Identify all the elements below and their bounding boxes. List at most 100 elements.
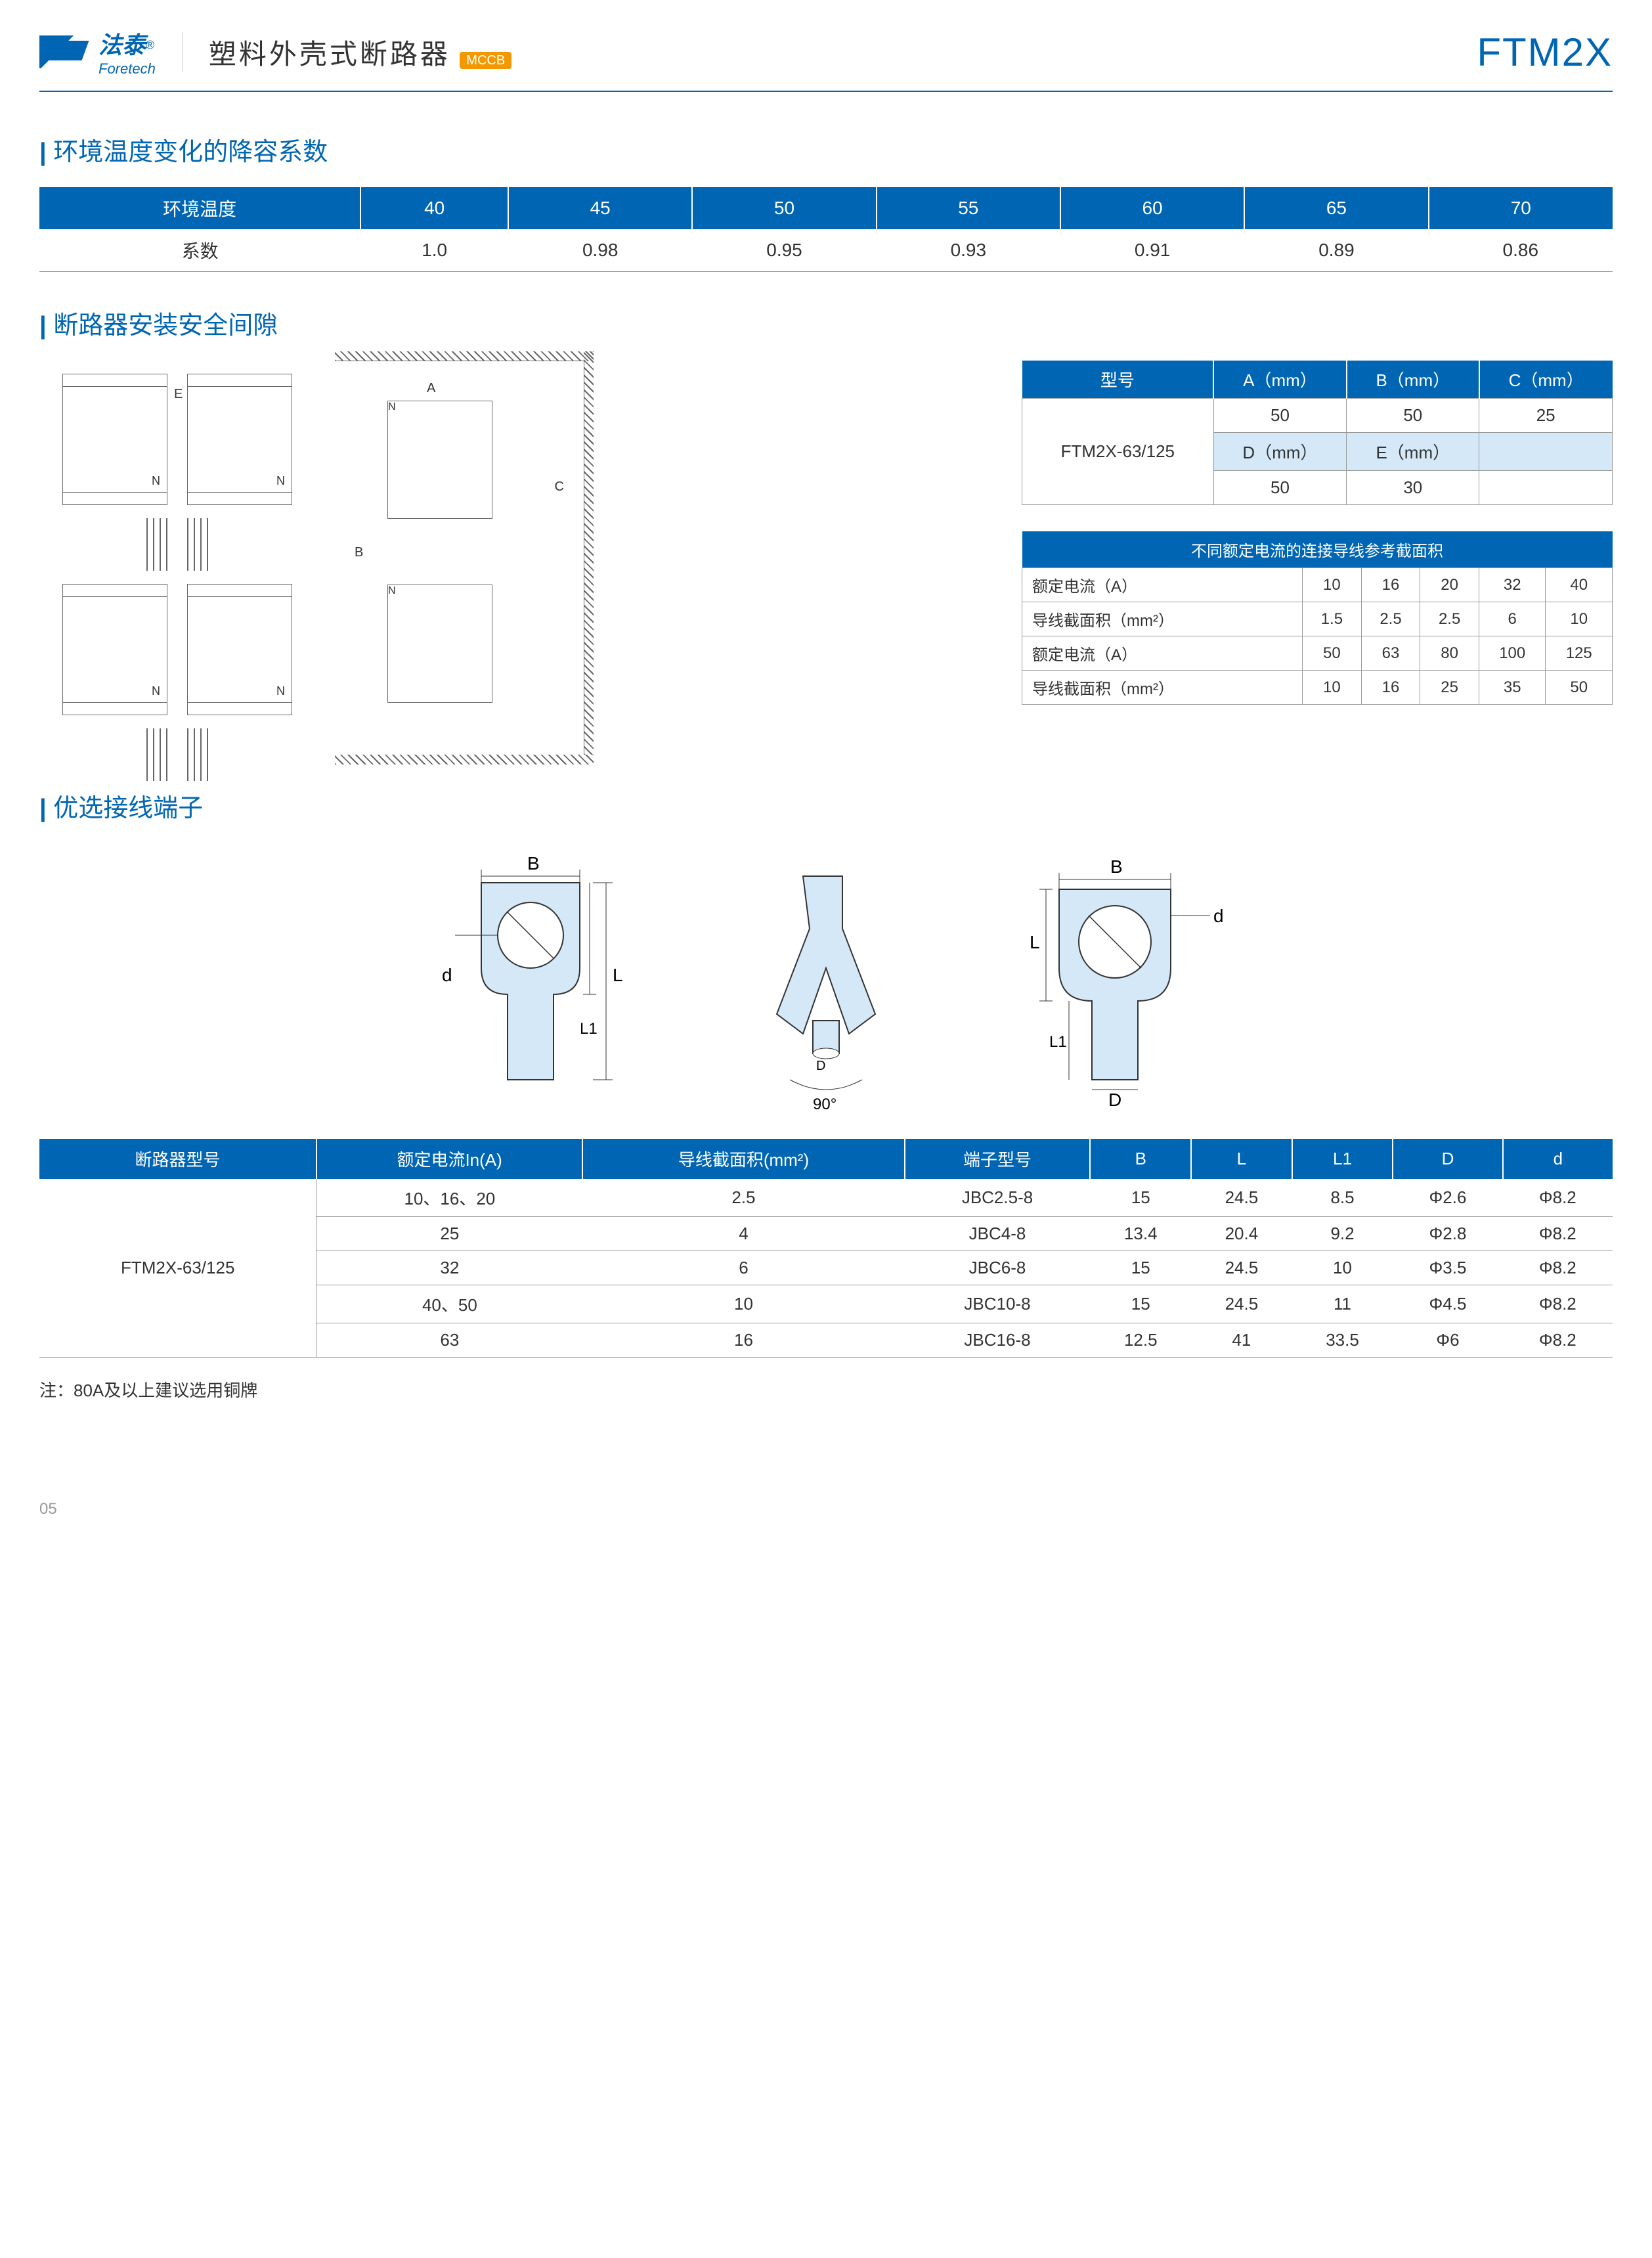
td: 50 [1213,399,1347,433]
td: 63 [1361,636,1420,671]
td: 32 [1479,568,1546,602]
th: 70 [1429,187,1613,229]
clearance-table: 型号 A（mm） B（mm） C（mm） FTM2X-63/125 50 50 … [1022,361,1613,505]
td: 35 [1479,671,1546,705]
td: 16 [582,1323,904,1358]
breaker-row: N N [62,584,292,715]
table-row: 导线截面积（mm²） 10 16 25 35 50 [1022,671,1613,705]
td: 40、50 [316,1285,582,1323]
wires-icon [187,518,208,571]
td: 0.86 [1429,229,1613,272]
dim-b: B [527,853,540,874]
n-label: N [152,684,160,698]
wire-section-table: 不同额定电流的连接导线参考截面积 额定电流（A） 10 16 20 32 40 … [1022,531,1613,705]
wires-icon [146,728,167,781]
header-left: 法泰® Foretech 塑料外壳式断路器 MCCB [39,26,511,77]
row-label: 导线截面积（mm²） [1022,671,1303,705]
td: 2.5 [1361,602,1420,636]
td: 6 [1479,602,1546,636]
header-divider [182,32,183,72]
brand-cn: 法泰 [98,32,146,58]
svg-text:d: d [1213,906,1224,926]
section1-title: 环境温度变化的降容系数 [39,131,1613,167]
td: 15 [1090,1251,1191,1285]
td: JBC16-8 [905,1323,1091,1358]
td: 41 [1191,1323,1292,1358]
th: 导线截面积(mm²) [582,1139,904,1179]
td: 16 [1361,568,1420,602]
section3-title: 优选接线端子 [39,787,1613,824]
td: 30 [1347,471,1479,505]
terminal-diagram-2: D 90° [711,850,941,1113]
svg-text:90°: 90° [813,1096,837,1113]
breaker-icon: N [187,374,292,505]
td: 40 [1546,568,1613,602]
td: JBC6-8 [905,1251,1091,1285]
td: 15 [1090,1285,1191,1323]
page-header: 法泰® Foretech 塑料外壳式断路器 MCCB FTM2X [39,26,1613,92]
td: 16 [1361,671,1420,705]
n-label: N [152,474,160,488]
section2-title: 断路器安装安全间隙 [39,305,1613,341]
dim-a-label: A [427,381,435,396]
logo-mark-icon [39,35,92,68]
th: B [1090,1139,1191,1179]
th: 断路器型号 [39,1139,316,1179]
td: 15 [1090,1179,1191,1217]
subhead: D（mm） [1213,433,1347,471]
td: 9.2 [1292,1217,1393,1251]
subhead [1479,433,1613,471]
td: Φ2.6 [1393,1179,1502,1217]
model-cell: FTM2X-63/125 [1022,399,1214,505]
td: 25 [1479,399,1613,433]
wires-icon [146,518,167,571]
table-header-row: 环境温度 40 45 50 55 60 65 70 [39,187,1613,229]
td: 50 [1213,471,1347,505]
table-row: 导线截面积（mm²） 1.5 2.5 2.5 6 10 [1022,602,1613,636]
breaker-icon: N [387,401,492,519]
td: 11 [1292,1285,1393,1323]
terminal-diagram-1: B d L L1 [416,850,645,1113]
td: Φ2.8 [1393,1217,1502,1251]
td: 0.98 [508,229,692,272]
td: 10 [1303,671,1362,705]
svg-text:L: L [613,965,623,985]
th: 型号 [1022,361,1214,399]
breaker-icon: N [187,584,292,715]
row-label: 导线截面积（mm²） [1022,602,1303,636]
th: A（mm） [1213,361,1347,399]
svg-text:L: L [1030,932,1040,952]
breaker-icon: N [387,585,492,703]
wire-row [146,518,208,571]
breaker-row: N E N [62,374,292,505]
terminal-table: 断路器型号 额定电流In(A) 导线截面积(mm²) 端子型号 B L L1 D… [39,1139,1613,1358]
th: d [1503,1139,1613,1179]
th: 50 [692,187,876,229]
td: Φ3.5 [1393,1251,1502,1285]
wires-icon [187,728,208,781]
td: 0.95 [692,229,876,272]
td: Φ6 [1393,1323,1502,1358]
diagram-box-2: A N C B N [335,361,584,755]
svg-text:L1: L1 [1049,1033,1067,1051]
brand-en: Foretech [98,60,156,77]
title-block: 塑料外壳式断路器 MCCB [209,32,511,72]
th: 45 [508,187,692,229]
svg-text:D: D [1108,1090,1121,1110]
dim-b-label: B [355,545,363,560]
table-row: FTM2X-63/125 50 50 25 [1022,399,1613,433]
th: L [1191,1139,1292,1179]
dim-c-label: C [555,479,564,495]
hatch-icon [335,351,594,361]
svg-text:d: d [442,965,452,985]
td: 10 [1546,602,1613,636]
td: 100 [1479,636,1546,671]
td: 20 [1420,568,1479,602]
row-label: 额定电流（A） [1022,636,1303,671]
th: 40 [360,187,508,229]
td: 0.93 [877,229,1060,272]
td: Φ8.2 [1503,1323,1613,1358]
terminal-diagram-3: B d L L1 D [1007,850,1236,1113]
wire-row [146,728,208,781]
td: 24.5 [1191,1179,1292,1217]
